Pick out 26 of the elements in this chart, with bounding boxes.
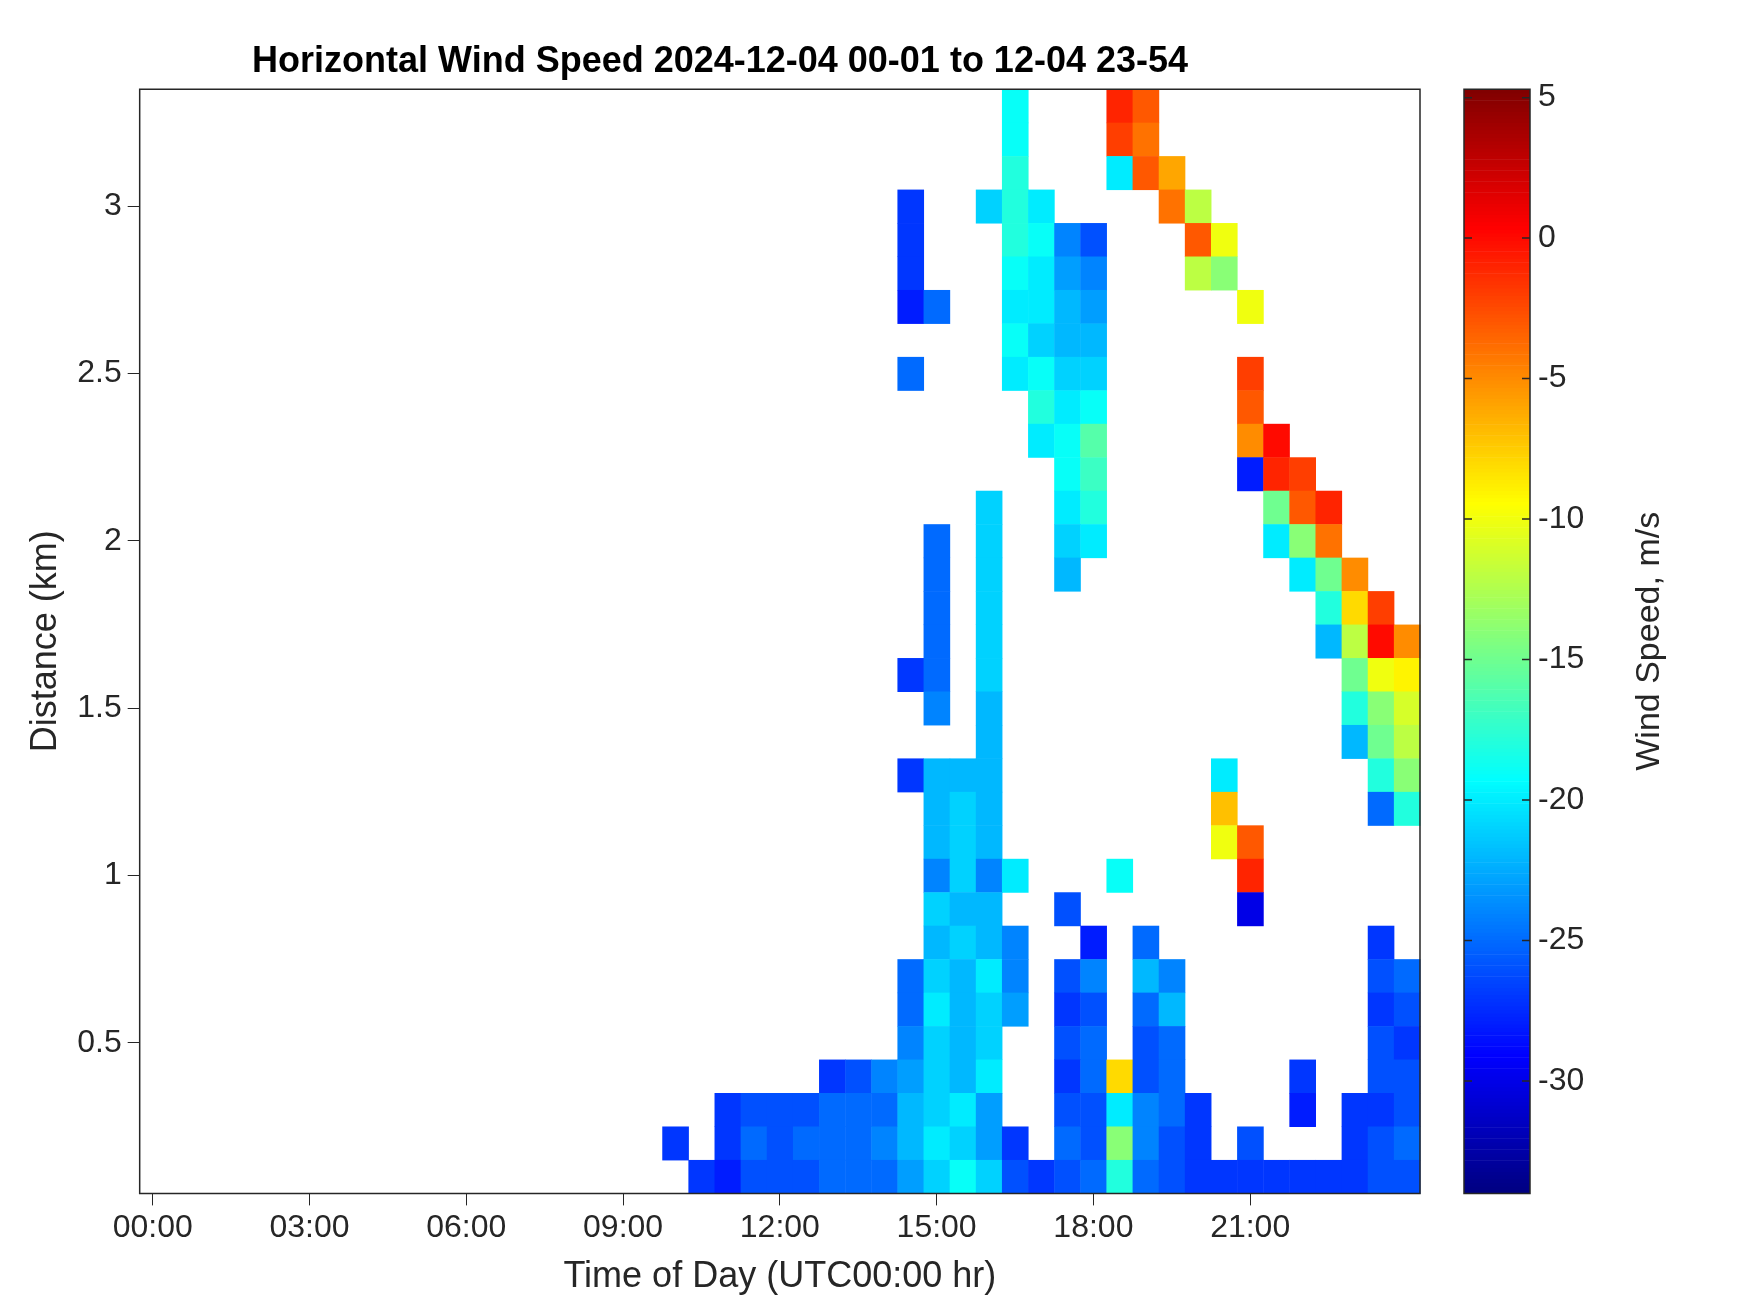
x-tick-label: 18:00 (1053, 1208, 1134, 1245)
y-tick-label: 1 (103, 855, 122, 892)
x-tick-label: 00:00 (112, 1208, 193, 1245)
x-tick-label: 09:00 (583, 1208, 664, 1245)
x-axis-title: Time of Day (UTC00:00 hr) (563, 1254, 997, 1296)
color-bar-title: Wind Speed, m/s (1628, 511, 1667, 771)
color-bar-label: 0 (1538, 217, 1556, 254)
x-tick-label: 21:00 (1210, 1208, 1291, 1245)
color-bar-label: -15 (1538, 639, 1585, 676)
chart-title: Horizontal Wind Speed 2024-12-04 00-01 to 12-04 23-54 (251, 38, 1189, 80)
color-bar-label: -20 (1538, 779, 1585, 816)
y-tick-label: 2.5 (77, 353, 122, 390)
x-tick-label: 03:00 (269, 1208, 350, 1245)
x-tick-label: 12:00 (739, 1208, 820, 1245)
y-tick-label: 2 (103, 520, 122, 557)
x-tick-label: 06:00 (426, 1208, 507, 1245)
y-tick-label: 1.5 (77, 688, 122, 725)
color-bar-label: -10 (1538, 498, 1585, 535)
color-bar-label: -5 (1538, 358, 1567, 395)
color-bar-label: -25 (1538, 920, 1585, 957)
color-bar-label: -30 (1538, 1060, 1585, 1097)
x-tick-label: 15:00 (896, 1208, 977, 1245)
color-bar-label: 5 (1538, 77, 1556, 114)
y-tick-label: 3 (103, 186, 122, 223)
y-axis-title: Distance (km) (22, 530, 64, 753)
y-tick-label: 0.5 (77, 1022, 122, 1059)
